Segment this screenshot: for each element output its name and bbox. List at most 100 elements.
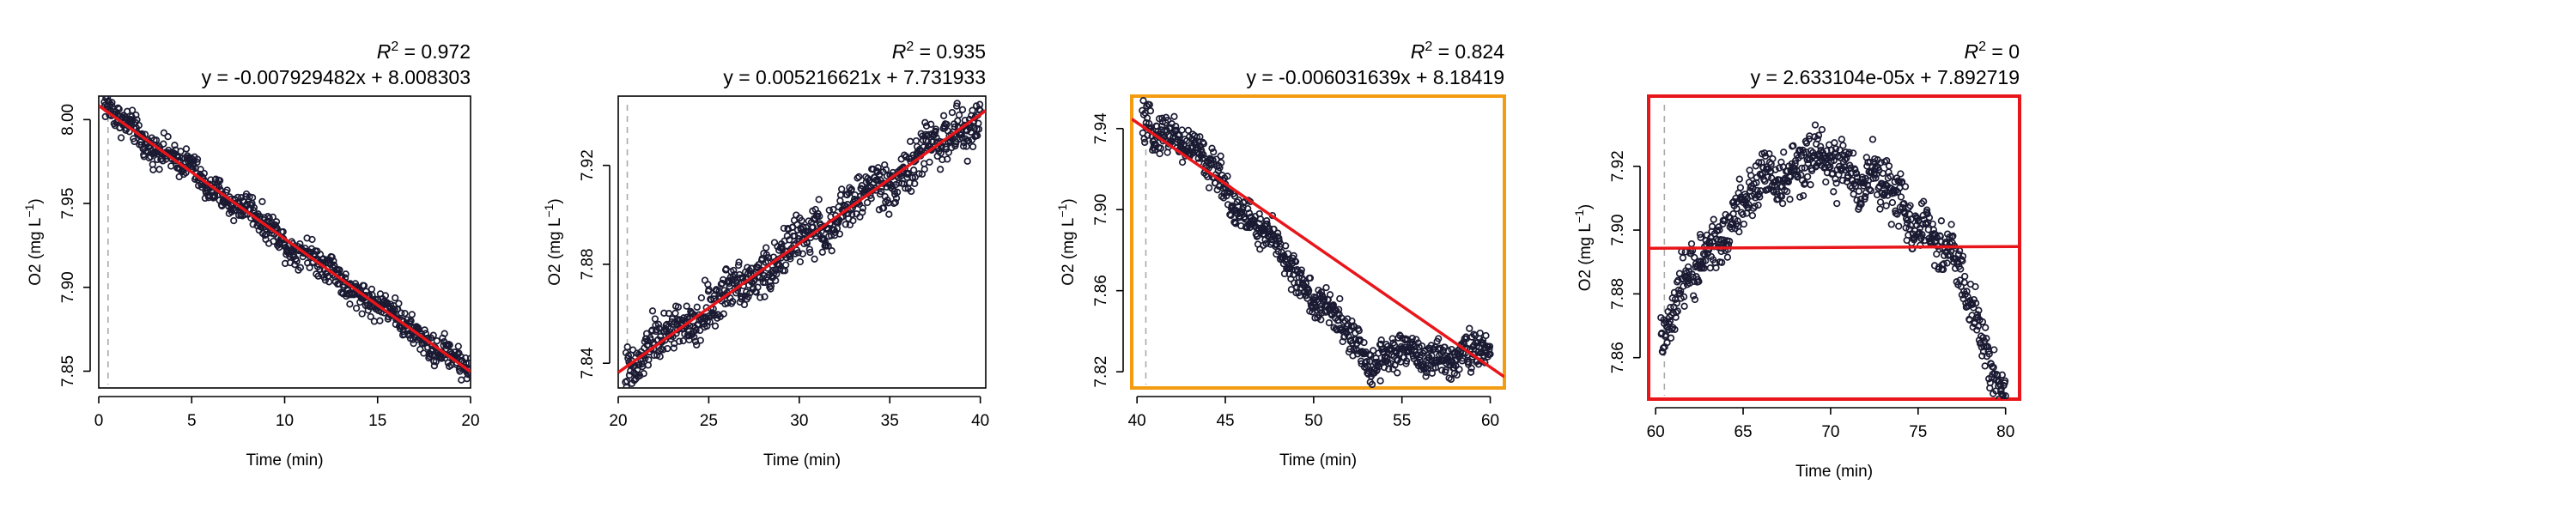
data-point [1880, 191, 1888, 198]
x-axis-title: Time (min) [246, 451, 323, 470]
data-point [1227, 211, 1235, 220]
data-point [171, 142, 179, 149]
data-point [883, 172, 891, 180]
data-point [656, 353, 664, 360]
data-point [643, 341, 651, 349]
data-point [964, 137, 973, 145]
data-point [197, 166, 204, 173]
data-point [948, 143, 956, 152]
data-point [1900, 199, 1908, 208]
y-tick-label: 7.90 [1609, 215, 1627, 246]
y-axis-title: O2 (mg L−1) [542, 198, 564, 286]
data-point [1747, 172, 1755, 179]
data-point [799, 250, 806, 258]
data-point [815, 196, 823, 203]
data-point [1702, 257, 1710, 264]
data-point [1244, 204, 1252, 213]
data-point [1755, 159, 1763, 167]
data-point [908, 187, 915, 196]
data-point [1712, 264, 1720, 272]
data-point [693, 341, 701, 349]
data-point [1855, 187, 1863, 195]
data-point [1959, 257, 1966, 265]
data-point [729, 298, 737, 306]
data-point [1710, 215, 1717, 223]
data-point [754, 283, 762, 291]
x-tick-label: 65 [1734, 423, 1752, 441]
data-point [1895, 222, 1903, 230]
data-point [400, 330, 409, 338]
data-point [458, 376, 465, 384]
y-tick-label: 7.82 [1092, 356, 1110, 388]
data-point [1740, 220, 1748, 228]
data-point [1736, 184, 1745, 191]
data-point [128, 106, 137, 114]
data-point [806, 248, 814, 257]
data-point [1697, 233, 1704, 241]
data-point [773, 270, 781, 278]
data-point [1860, 182, 1868, 190]
data-point [1805, 135, 1813, 143]
data-point [1486, 350, 1494, 358]
data-point [1663, 339, 1671, 347]
data-point [1882, 202, 1890, 209]
data-point [882, 166, 890, 173]
data-point [1387, 360, 1394, 367]
data-point [1723, 253, 1732, 261]
data-point [152, 136, 161, 144]
x-tick-label: 35 [881, 412, 899, 430]
data-point [948, 108, 957, 117]
chart-panel-2: 20 25 30 35 40 Time (min) 7.84 7.88 7.92 O2 (mg L… [542, 39, 989, 470]
data-point [1822, 154, 1831, 161]
data-point [114, 104, 122, 112]
data-point [1691, 295, 1699, 304]
data-point [952, 102, 961, 110]
data-point [1901, 183, 1910, 191]
data-point [1818, 125, 1826, 134]
data-point [1754, 201, 1762, 209]
data-point [951, 123, 958, 131]
r-squared-label: R2 = 0.824 [1411, 39, 1505, 63]
data-point [809, 223, 817, 231]
data-point [391, 306, 398, 313]
data-point [648, 326, 656, 334]
data-point [132, 111, 140, 119]
data-point [906, 137, 914, 145]
data-point [1695, 277, 1703, 286]
data-point [671, 309, 679, 318]
data-point [1467, 368, 1475, 376]
data-point [670, 344, 677, 352]
data-point [685, 336, 693, 344]
data-point [655, 324, 663, 332]
data-point [1204, 173, 1212, 181]
data-point [265, 215, 273, 222]
chart-panel-1: 0 5 10 15 20 Time (min) 7.85 7.90 7.95 8.00 O2 (mg… [22, 39, 480, 470]
x-tick-label: 25 [700, 412, 718, 430]
data-point [446, 341, 453, 348]
data-point [893, 188, 902, 197]
data-point [1791, 160, 1799, 167]
data-point [867, 195, 875, 203]
x-tick-label: 5 [187, 412, 197, 430]
data-point [645, 355, 653, 364]
data-point [1839, 142, 1847, 149]
data-point [1867, 186, 1874, 195]
data-point [816, 212, 823, 221]
data-point [1696, 230, 1704, 239]
data-point [1662, 331, 1669, 339]
data-point [1796, 193, 1804, 201]
data-point [160, 129, 168, 136]
data-point [944, 155, 951, 163]
data-point [1801, 164, 1808, 172]
data-point [910, 158, 918, 166]
data-point [342, 270, 349, 278]
y-tick-label: 7.95 [59, 188, 77, 220]
data-point [720, 310, 727, 318]
data-point [128, 112, 136, 121]
data-point [1998, 371, 2006, 379]
data-point [115, 105, 123, 113]
data-point [879, 204, 888, 212]
data-point [370, 318, 379, 325]
data-point [1144, 131, 1151, 139]
data-point [1841, 155, 1849, 164]
